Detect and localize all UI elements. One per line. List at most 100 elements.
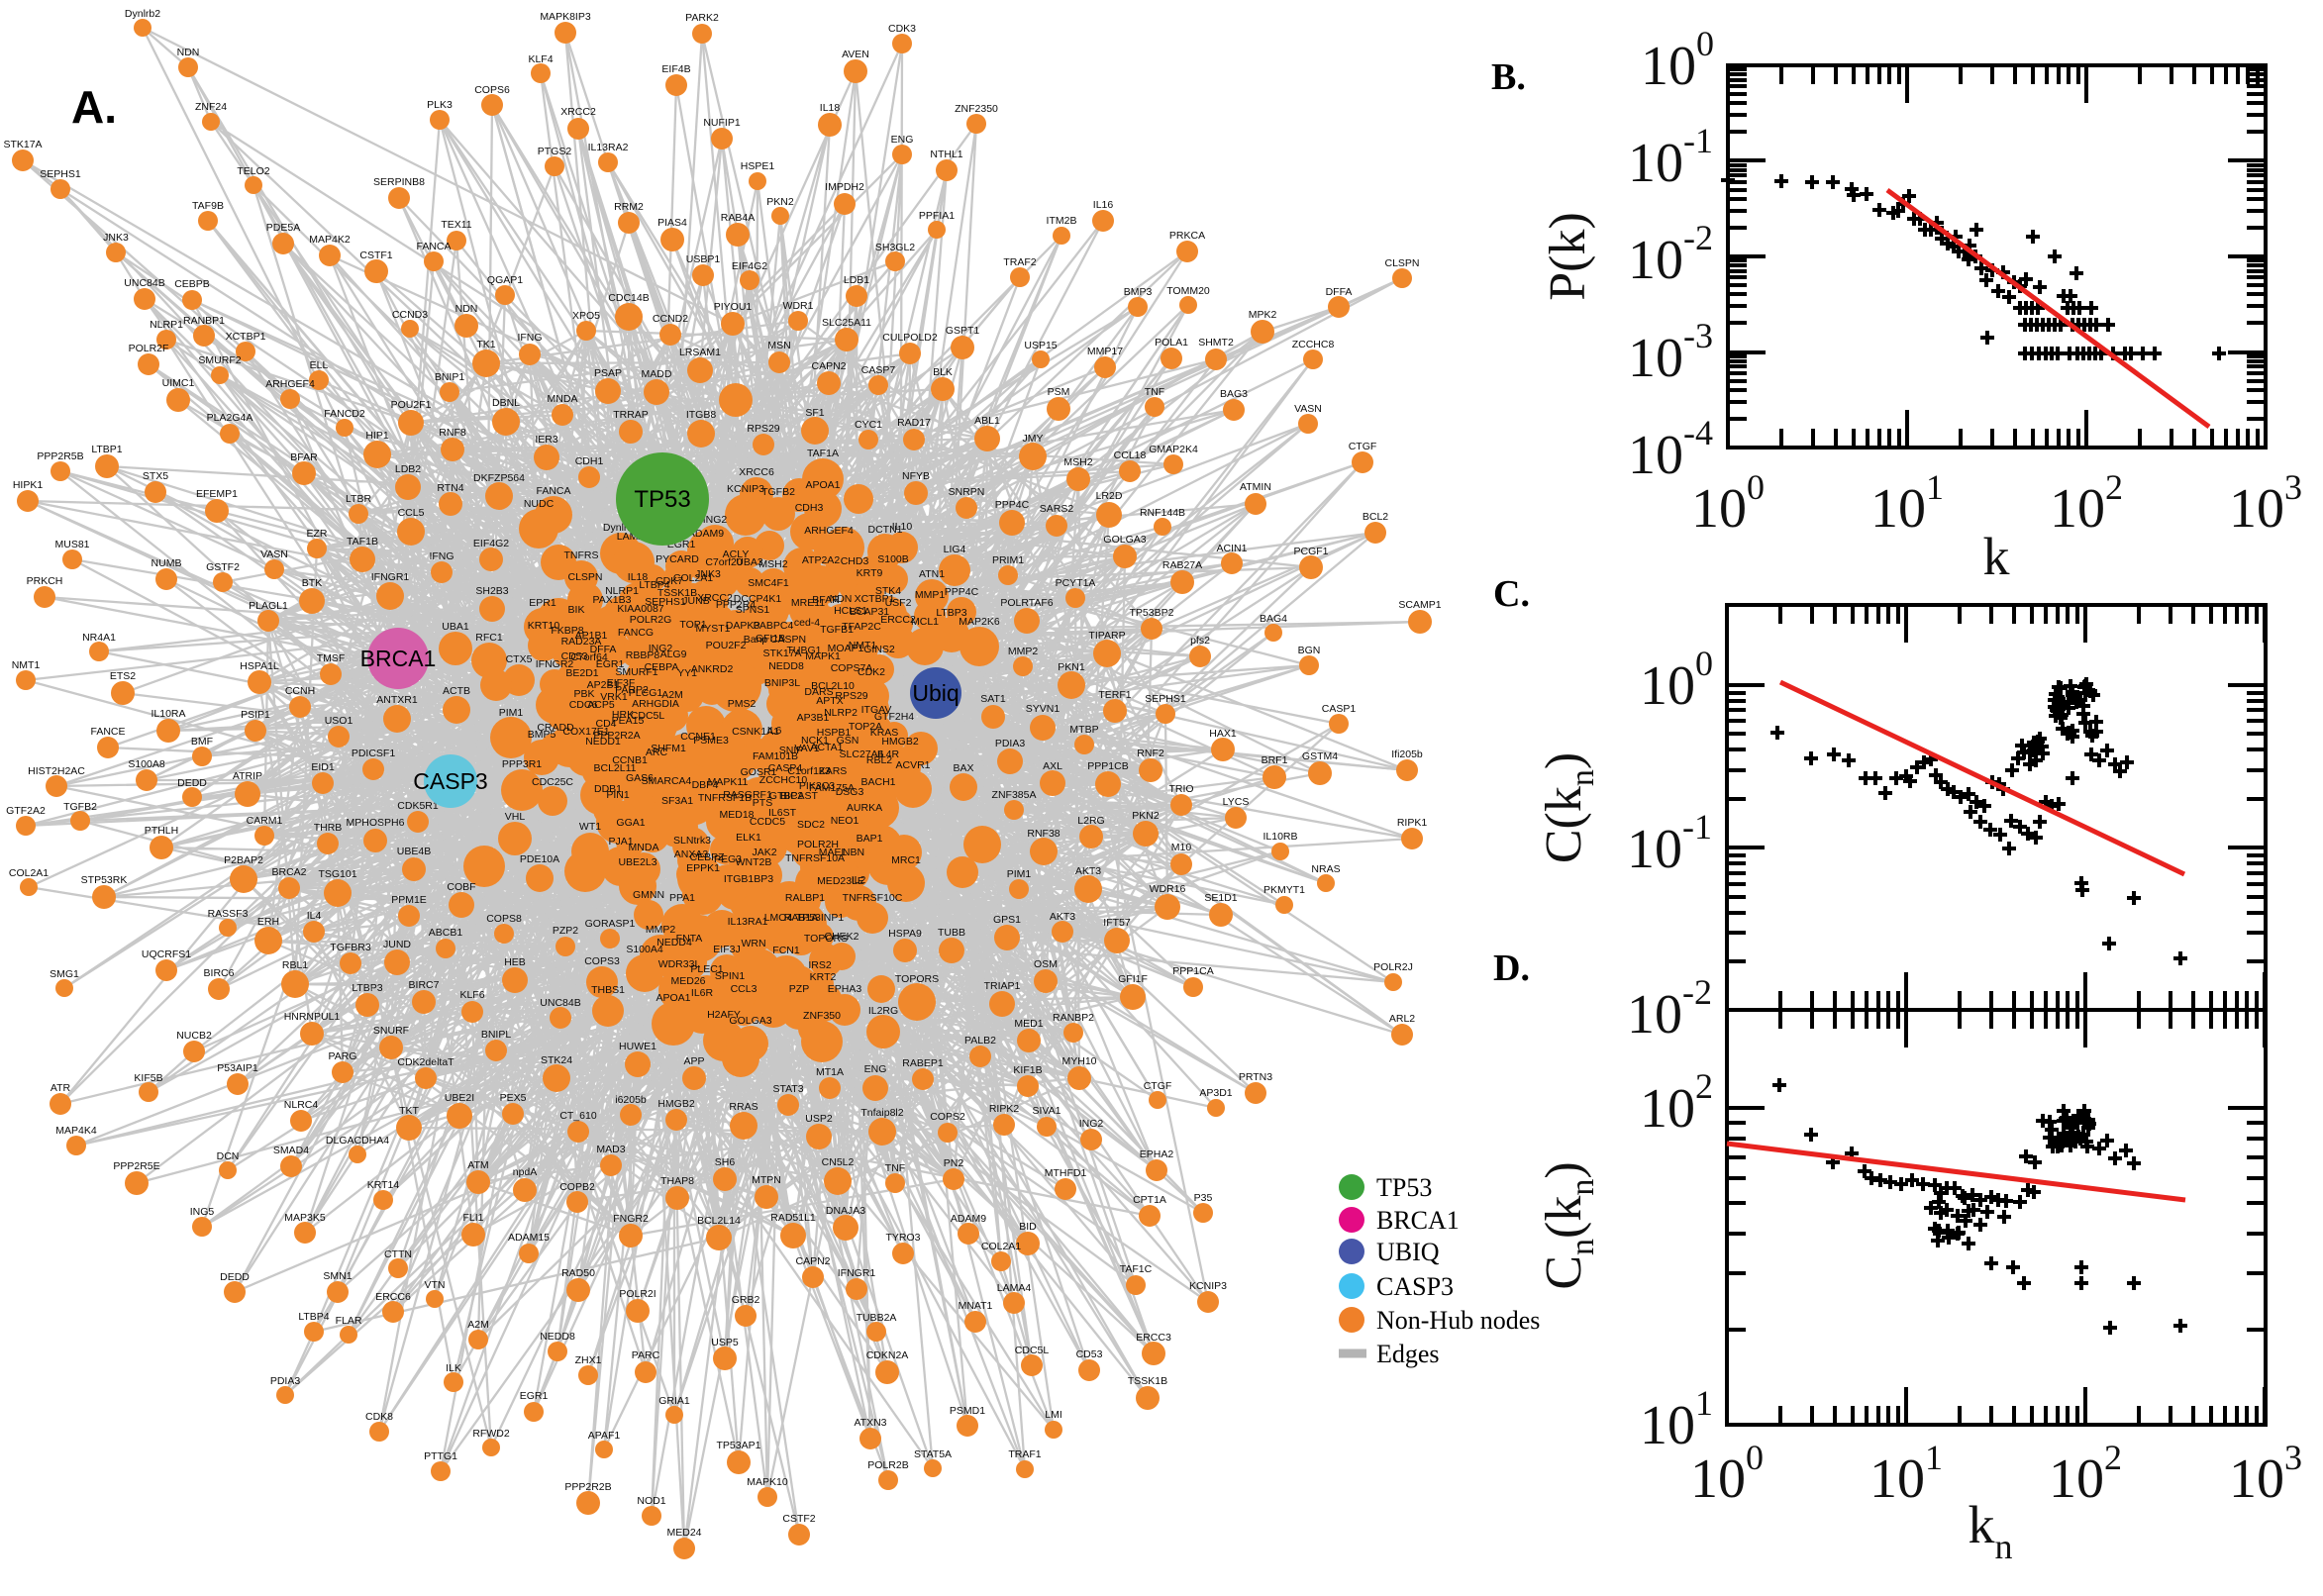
svg-text:VHL: VHL [505,811,526,823]
svg-text:RAB27A: RAB27A [1162,559,1202,571]
svg-text:APP: APP [683,1055,704,1067]
svg-text:pfs2: pfs2 [1190,635,1210,647]
svg-text:CTGF: CTGF [1349,441,1377,452]
svg-text:PBK: PBK [573,688,594,700]
svg-text:SNURF: SNURF [373,1025,409,1037]
svg-text:NBN: NBN [843,847,864,858]
svg-text:Non-Hub nodes: Non-Hub nodes [1376,1306,1540,1335]
svg-text:USP15: USP15 [1024,340,1057,351]
svg-text:TUBB2A: TUBB2A [857,1312,897,1324]
svg-text:10: 10 [2229,478,2284,540]
svg-text:EGR1: EGR1 [596,658,625,670]
svg-text:DFFA: DFFA [1326,286,1353,298]
svg-text:COPS3: COPS3 [584,955,620,967]
svg-text:WRN: WRN [741,938,765,949]
svg-text:CLSPN: CLSPN [1384,257,1419,269]
svg-text:HMGB2: HMGB2 [881,736,919,748]
svg-text:IL6ST: IL6ST [768,807,797,819]
svg-text:Tnfaip8l2: Tnfaip8l2 [860,1107,903,1119]
svg-text:EIF4B: EIF4B [661,63,690,75]
svg-text:CTX5: CTX5 [506,653,533,665]
svg-text:MNDA: MNDA [629,842,659,853]
svg-text:RIPK2: RIPK2 [989,1103,1020,1115]
svg-text:TERF1: TERF1 [1098,689,1131,701]
svg-text:HEB: HEB [504,956,526,968]
svg-text:EIF4G2: EIF4G2 [732,260,767,272]
svg-text:ERH: ERH [257,916,279,928]
svg-text:MMP1: MMP1 [915,589,945,601]
svg-text:PLCG1: PLCG1 [629,687,663,699]
svg-text:C1orf123: C1orf123 [787,765,830,777]
svg-text:MPK2: MPK2 [1249,309,1277,321]
svg-text:STAT3: STAT3 [772,1083,803,1095]
svg-text:LTBP1: LTBP1 [91,444,122,455]
svg-text:TAF1C: TAF1C [1120,1263,1153,1275]
svg-text:FANCE: FANCE [90,726,125,738]
svg-text:FANCA: FANCA [536,485,570,497]
svg-text:PTGS2: PTGS2 [538,146,572,157]
svg-text:Ubiq: Ubiq [912,680,959,706]
svg-text:RAB1A: RAB1A [784,912,818,924]
svg-text:SMC4F1: SMC4F1 [748,577,789,589]
svg-text:HAX1: HAX1 [1209,728,1237,740]
svg-text:2: 2 [2105,467,2123,507]
svg-text:SNIP: SNIP [779,745,804,756]
svg-text:GMNN: GMNN [633,889,664,901]
svg-text:CDC5L: CDC5L [1015,1345,1050,1356]
svg-text:RAD50: RAD50 [561,1267,595,1279]
svg-text:CDK2deltaT: CDK2deltaT [397,1056,454,1068]
svg-text:CSTF1: CSTF1 [359,249,392,261]
svg-text:LTBR: LTBR [346,493,371,505]
svg-text:FKBP8: FKBP8 [551,625,583,637]
svg-text:COPS6: COPS6 [474,84,510,96]
svg-text:UBIQ: UBIQ [1376,1238,1440,1266]
svg-text:PPP1CA: PPP1CA [1172,965,1213,977]
svg-text:HSPB1: HSPB1 [817,727,852,739]
svg-text:GSTM4: GSTM4 [1302,750,1338,762]
svg-text:STK17A: STK17A [3,139,42,150]
svg-text:CAPN2: CAPN2 [811,360,846,372]
svg-text:CT_610: CT_610 [559,1110,597,1122]
svg-text:CTGF: CTGF [1144,1080,1172,1092]
svg-text:PIN1: PIN1 [606,789,630,801]
svg-text:IL10RA: IL10RA [151,708,185,720]
svg-text:UIMC1: UIMC1 [162,377,195,389]
svg-text:TUBB: TUBB [938,927,965,939]
svg-text:VAV1: VAV1 [794,743,819,754]
svg-text:TP53: TP53 [1376,1173,1432,1202]
svg-text:NRAS: NRAS [1311,863,1340,875]
svg-text:NEDD8: NEDD8 [540,1331,575,1343]
svg-text:UBE4B: UBE4B [397,846,431,857]
svg-text:PIYOU1: PIYOU1 [714,301,753,313]
svg-text:CDK2: CDK2 [858,666,885,678]
svg-text:ZNF350: ZNF350 [803,1010,841,1022]
svg-text:TYRO3: TYRO3 [885,1232,920,1244]
svg-text:P35: P35 [1194,1192,1213,1204]
svg-text:TOP2A: TOP2A [849,721,882,733]
svg-text:RASGRF1: RASGRF1 [723,789,772,801]
svg-text:HUWE1: HUWE1 [619,1041,656,1052]
svg-text:BAG4: BAG4 [1260,613,1287,625]
svg-text:10: 10 [1640,1395,1695,1456]
svg-text:CAPN2: CAPN2 [795,1255,830,1267]
svg-text:DCCP4K1: DCCP4K1 [734,593,782,605]
svg-text:MSN: MSN [767,340,790,351]
svg-text:LR2D: LR2D [1096,490,1123,502]
svg-text:C7orf20: C7orf20 [705,556,743,568]
svg-text:HIPK1: HIPK1 [13,479,44,491]
svg-text:CDC14B: CDC14B [608,292,649,304]
svg-text:PCGF1: PCGF1 [1293,546,1328,557]
svg-text:KLF6: KLF6 [459,989,484,1001]
svg-text:GTF2A2: GTF2A2 [6,805,46,817]
svg-text:ITGB8: ITGB8 [686,409,717,421]
svg-text:L2RG: L2RG [1077,815,1104,827]
svg-text:SLNtrk3: SLNtrk3 [673,835,711,847]
svg-text:2: 2 [1695,1066,1713,1106]
svg-text:SARS2: SARS2 [1040,503,1074,515]
svg-text:SPNS1: SPNS1 [736,604,770,616]
svg-text:KIF1B: KIF1B [1013,1064,1042,1076]
svg-text:HCLS1: HCLS1 [834,605,867,617]
svg-text:EPPK1: EPPK1 [686,862,720,874]
svg-text:PRIM1: PRIM1 [992,554,1024,566]
svg-text:KRT10: KRT10 [528,620,560,632]
